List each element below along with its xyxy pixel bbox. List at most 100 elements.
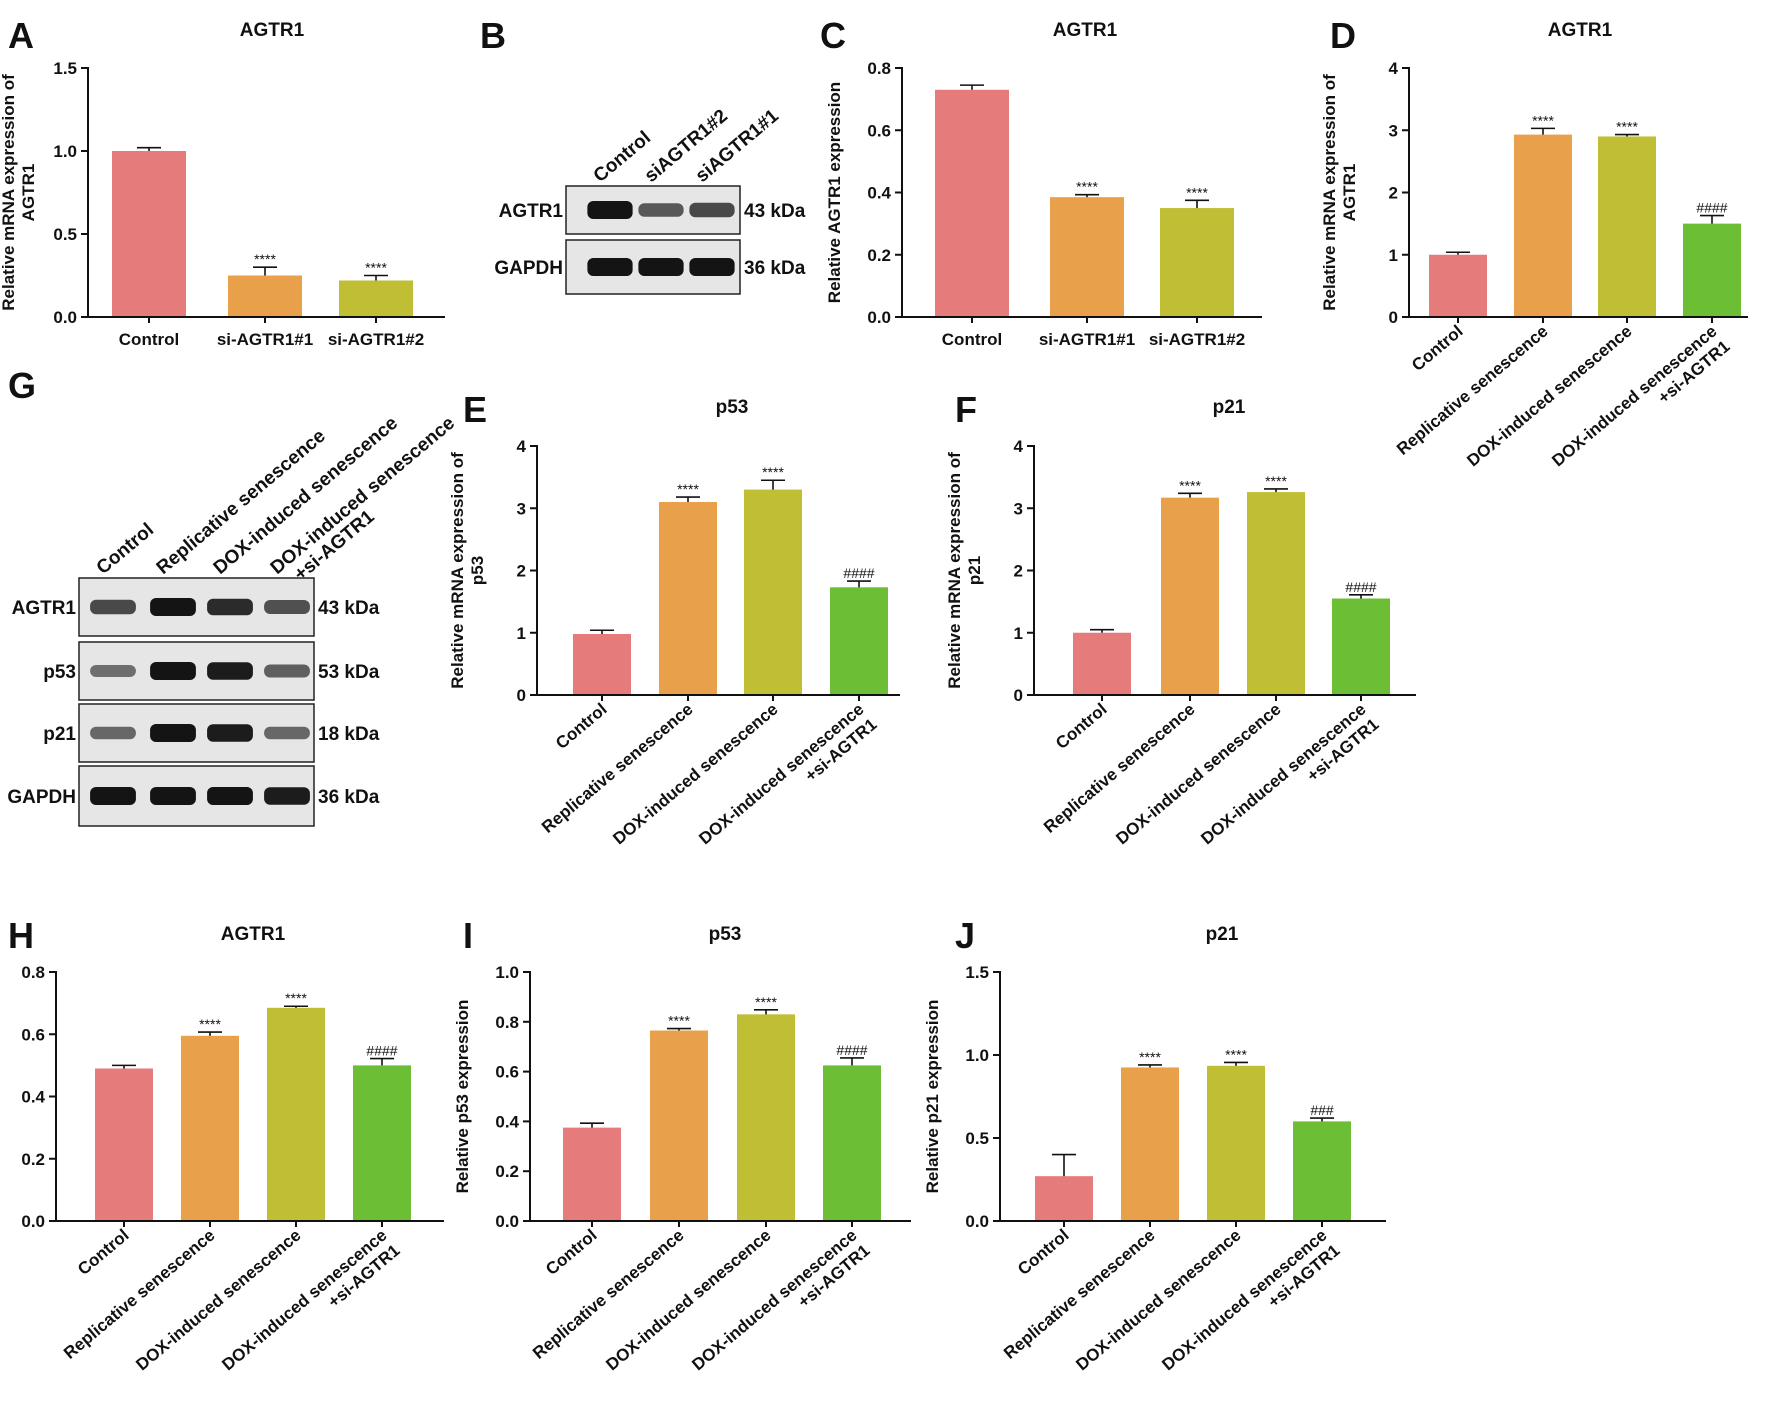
bar-dox-induced-senescence (1207, 1065, 1265, 1221)
x-tick-label: si-AGTR1#1 (1039, 330, 1135, 349)
panel-label: G (8, 365, 36, 406)
chart-title: AGTR1 (221, 924, 286, 945)
x-tick-label: Control (74, 1226, 133, 1279)
y-axis-label: Relative mRNA expression ofp21 (945, 452, 984, 689)
y-tick-label: 1.5 (965, 963, 989, 982)
x-tick-label: Control (1052, 700, 1111, 753)
x-tick-label: DOX-induced senescence (1072, 1226, 1244, 1375)
y-tick-label: 0.6 (867, 121, 891, 140)
y-tick-label: 3 (1014, 499, 1023, 518)
significance-label: **** (1139, 1049, 1161, 1065)
blot-size-label: 18 kDa (318, 724, 380, 745)
panel-label: H (8, 915, 34, 956)
x-tick-label: Control (119, 330, 179, 349)
chart-h: H AGTR1 **** **** #### 0.0 0.2 0.4 0.6 0.8 Control… (8, 915, 444, 1374)
y-tick-label: 4 (1014, 437, 1024, 456)
chart-a: A AGTR1 **** **** 0.0 0.5 1.0 1.5 Control si-AGTR… (0, 15, 445, 349)
blot-band (90, 599, 136, 615)
y-tick-label: 0.2 (867, 246, 891, 265)
blot-protein-label: AGTR1 (499, 201, 564, 222)
blot-protein-label: p53 (43, 662, 76, 683)
x-tick-label: Control (942, 330, 1002, 349)
blot-band (207, 724, 253, 742)
x-tick-label: DOX-induced senescence (609, 700, 781, 849)
significance-label: #### (1696, 200, 1727, 216)
y-tick-label: 0.2 (21, 1150, 45, 1169)
blot-protein-label: AGTR1 (12, 598, 77, 619)
x-tick-label: Control (1408, 322, 1467, 375)
x-tick-label: DOX-induced senescence+si-AGTR1 (1548, 322, 1733, 486)
x-tick-label: DOX-induced senescence (602, 1226, 774, 1375)
significance-label: **** (1186, 184, 1208, 200)
panel-label: J (955, 915, 975, 956)
blot-band (689, 202, 735, 218)
x-tick-label: Replicative senescence (1393, 322, 1551, 459)
significance-label: #### (836, 1042, 867, 1058)
bar-dox-induced-senescence-si-agtr1 (830, 587, 888, 695)
x-tick-label: Replicative senescence (1040, 700, 1198, 837)
blot-band (587, 258, 633, 276)
y-axis-label: Relative p21 expression (923, 1000, 942, 1194)
significance-label: **** (285, 990, 307, 1006)
bar-dox-induced-senescence-si-agtr1 (1332, 598, 1390, 695)
blot-band (638, 203, 684, 217)
blot-band (207, 598, 253, 616)
y-tick-label: 0.0 (21, 1212, 45, 1231)
blot-band (207, 787, 253, 805)
x-tick-label: DOX-induced senescence+si-AGTR1 (695, 700, 880, 864)
bar-si-agtr1-1 (1050, 197, 1124, 317)
y-tick-label: 0.8 (867, 59, 891, 78)
significance-label: **** (762, 464, 784, 480)
x-tick-label: si-AGTR1#2 (328, 330, 424, 349)
bar-control (573, 633, 631, 695)
significance-label: #### (366, 1043, 397, 1059)
significance-label: **** (1532, 112, 1554, 128)
charts-layer: A AGTR1 **** **** 0.0 0.5 1.0 1.5 Control si-AGTR… (0, 15, 1748, 1375)
y-tick-label: 4 (517, 437, 527, 456)
significance-label: **** (1225, 1046, 1247, 1062)
y-tick-label: 1 (1389, 246, 1398, 265)
significance-label: **** (677, 481, 699, 497)
y-tick-label: 0.0 (53, 308, 77, 327)
bar-dox-induced-senescence-si-agtr1 (353, 1065, 411, 1221)
blot-size-label: 36 kDa (744, 258, 806, 279)
bar-dox-induced-senescence-si-agtr1 (1683, 223, 1741, 317)
bar-si-agtr1-1 (228, 275, 302, 317)
blot-band (264, 600, 310, 614)
blot-band (90, 726, 136, 740)
y-tick-label: 0 (1389, 308, 1398, 327)
y-tick-label: 0.5 (53, 225, 77, 244)
y-tick-label: 0.5 (965, 1129, 989, 1148)
y-tick-label: 2 (1014, 562, 1023, 581)
bar-control (935, 89, 1009, 317)
y-axis-label: Relative mRNA expression ofAGTR1 (0, 74, 38, 311)
blot-band (90, 787, 136, 805)
y-tick-label: 1.5 (53, 59, 77, 78)
y-tick-label: 0.6 (21, 1025, 45, 1044)
panel-label: C (820, 15, 846, 56)
bar-dox-induced-senescence (1598, 136, 1656, 317)
blot-size-label: 36 kDa (318, 787, 380, 808)
chart-title: AGTR1 (1548, 20, 1613, 41)
y-axis-label: Relative AGTR1 expression (825, 82, 844, 303)
y-axis-label: Relative p53 expression (453, 1000, 472, 1194)
chart-c: C AGTR1 **** **** 0.0 0.2 0.4 0.6 0.8 Control si-A… (820, 15, 1262, 349)
y-tick-label: 0 (1014, 686, 1023, 705)
blot-band (264, 726, 310, 740)
x-tick-label: DOX-induced senescence (1112, 700, 1284, 849)
bar-dox-induced-senescence (1247, 492, 1305, 695)
y-tick-label: 1 (1014, 624, 1023, 643)
bar-replicative-senescence (1514, 134, 1572, 317)
blot-protein-label: GAPDH (7, 787, 76, 808)
y-tick-label: 2 (1389, 184, 1398, 203)
blot-band (207, 662, 253, 680)
blot-band (90, 665, 136, 677)
bar-replicative-senescence (181, 1035, 239, 1221)
y-axis-label: Relative mRNA expression ofp53 (448, 452, 487, 689)
significance-label: #### (1345, 579, 1376, 595)
significance-label: **** (365, 260, 387, 276)
y-tick-label: 0.0 (965, 1212, 989, 1231)
blot-band (638, 258, 684, 276)
